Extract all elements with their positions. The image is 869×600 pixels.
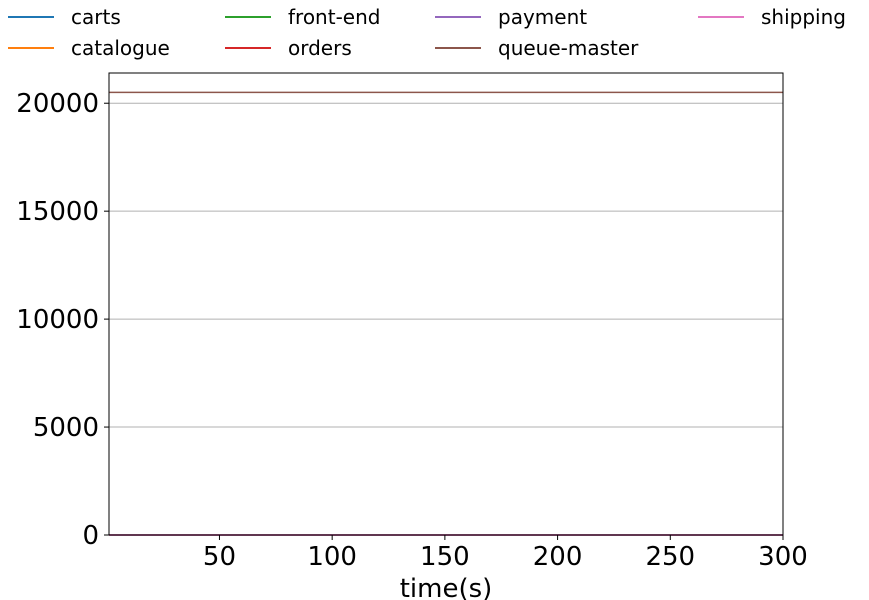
legend-item-carts: carts (8, 5, 121, 29)
legend-label: shipping (761, 5, 846, 29)
x-tick-label: 300 (758, 542, 808, 572)
y-tick-label: 5000 (33, 413, 99, 443)
y-tick-label: 15000 (16, 197, 99, 227)
series-group (109, 91, 783, 536)
x-tick-label: 50 (203, 542, 236, 572)
legend: carts catalogue front-end orders payment queu… (8, 5, 846, 60)
y-tick-label: 20000 (16, 89, 99, 119)
x-tick-label: 200 (533, 542, 583, 572)
legend-label: queue-master (498, 36, 639, 60)
grid (109, 102, 783, 536)
y-tick-label: 10000 (16, 305, 99, 335)
legend-item-orders: orders (225, 36, 352, 60)
legend-item-queue-master: queue-master (435, 36, 639, 60)
legend-label: carts (71, 5, 121, 29)
x-tick-label: 150 (420, 542, 470, 572)
x-axis: 50 100 150 200 250 300 (203, 535, 808, 572)
legend-item-shipping: shipping (698, 5, 846, 29)
legend-label: orders (288, 36, 352, 60)
x-axis-label: time(s) (400, 574, 493, 600)
plot-frame (108, 72, 784, 536)
legend-item-payment: payment (435, 5, 587, 29)
x-tick-label: 100 (307, 542, 357, 572)
y-axis: 0 5000 10000 15000 20000 (16, 89, 109, 551)
legend-label: payment (498, 5, 587, 29)
legend-label: front-end (288, 5, 380, 29)
legend-item-front-end: front-end (225, 5, 380, 29)
y-tick-label: 0 (82, 521, 99, 551)
legend-item-catalogue: catalogue (8, 36, 170, 60)
x-tick-label: 250 (645, 542, 695, 572)
legend-label: catalogue (71, 36, 170, 60)
